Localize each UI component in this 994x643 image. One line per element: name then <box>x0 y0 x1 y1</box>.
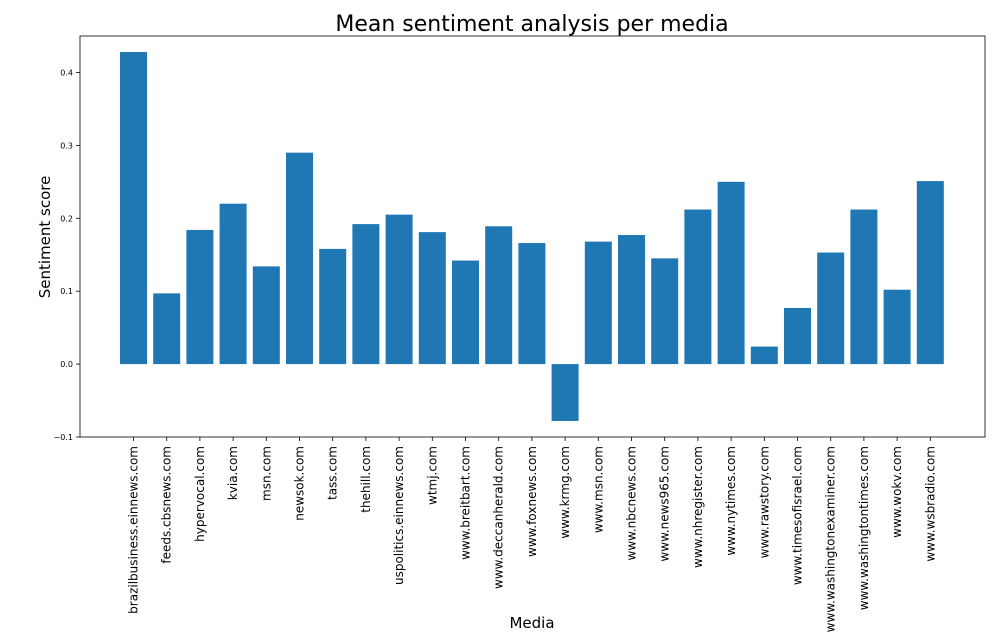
bar-www-washingtontimes-com <box>850 209 878 365</box>
bar-brazilbusiness-einnews-com <box>120 52 147 365</box>
bar-uspolitics-einnews-com <box>385 214 413 365</box>
x-tick-label: www.breitbart.com <box>459 446 473 560</box>
x-tick-label: tass.com <box>326 446 340 500</box>
x-tick-label: wtmj.com <box>425 446 439 505</box>
x-tick-label: feeds.cbsnews.com <box>160 446 174 564</box>
bar-www-news965-com <box>651 258 679 365</box>
y-axis-label: Sentiment score <box>36 176 54 299</box>
y-tick-label: 0.3 <box>60 141 73 150</box>
y-tick-label: −0.1 <box>54 433 73 442</box>
bar-www-washingtonexaminer-com <box>817 252 845 365</box>
bar-msn-com <box>252 266 280 365</box>
x-tick-label: thehill.com <box>359 446 373 513</box>
bar-www-krmg-com <box>551 364 579 421</box>
bar-wtmj-com <box>418 232 446 365</box>
x-tick-label: msn.com <box>259 446 273 501</box>
x-tick-label: hypervocal.com <box>193 446 207 542</box>
bar-feeds-cbsnews-com <box>153 293 181 365</box>
bar-kvia-com <box>219 203 247 365</box>
x-tick-label: www.rawstory.com <box>757 446 771 558</box>
bar-hypervocal-com <box>186 229 214 365</box>
x-tick-label: www.timesofisrael.com <box>791 446 805 585</box>
bar-www-rawstory-com <box>750 346 778 365</box>
bar-www-timesofisrael-com <box>784 307 811 365</box>
x-tick-label: www.washingtonexaminer.com <box>824 446 838 632</box>
x-tick-label: www.nbcnews.com <box>625 446 639 560</box>
x-axis-label: Media <box>509 614 554 632</box>
x-tick-label: www.wsbradio.com <box>923 446 937 562</box>
y-tick-label: 0.0 <box>60 360 73 369</box>
bar-www-foxnews-com <box>518 243 546 365</box>
x-tick-label: www.nytimes.com <box>724 446 738 556</box>
x-tick-label: uspolitics.einnews.com <box>392 446 406 585</box>
bar-www-wsbradio-com <box>916 181 944 365</box>
y-tick-label: 0.2 <box>60 214 73 223</box>
bar-newsok-com <box>286 152 313 365</box>
bar-www-msn-com <box>584 241 612 365</box>
bar-tass-com <box>319 248 347 365</box>
x-tick-label: www.deccanherald.com <box>492 446 506 589</box>
bar-www-wokv-com <box>883 289 911 365</box>
bar-thehill-com <box>352 224 380 365</box>
plot-frame <box>79 35 986 438</box>
y-tick-label: 0.1 <box>60 287 73 296</box>
x-tick-label: newsok.com <box>293 446 307 521</box>
x-tick-label: www.krmg.com <box>558 446 572 539</box>
y-tick-label: 0.4 <box>60 68 73 77</box>
x-tick-label: kvia.com <box>226 446 240 500</box>
x-tick-label: www.nhregister.com <box>691 446 705 568</box>
bar-www-nhregister-com <box>684 209 712 365</box>
x-tick-label: www.msn.com <box>591 446 605 533</box>
bar-www-breitbart-com <box>452 260 479 365</box>
plot-area: −0.1 0.0 0.1 0.2 0.3 0.4 brazilbusiness.einnew… <box>54 52 944 632</box>
x-tick-label: www.news965.com <box>658 446 672 562</box>
bar-www-nytimes-com <box>717 181 745 365</box>
x-tick-label: www.foxnews.com <box>525 446 539 557</box>
bar-www-nbcnews-com <box>618 235 645 365</box>
x-tick-label: brazilbusiness.einnews.com <box>127 446 141 614</box>
x-tick-label: www.washingtontimes.com <box>857 446 871 610</box>
chart-title: Mean sentiment analysis per media <box>335 12 728 37</box>
x-tick-label: www.wokv.com <box>890 446 904 538</box>
bar-www-deccanherald-com <box>485 226 513 365</box>
